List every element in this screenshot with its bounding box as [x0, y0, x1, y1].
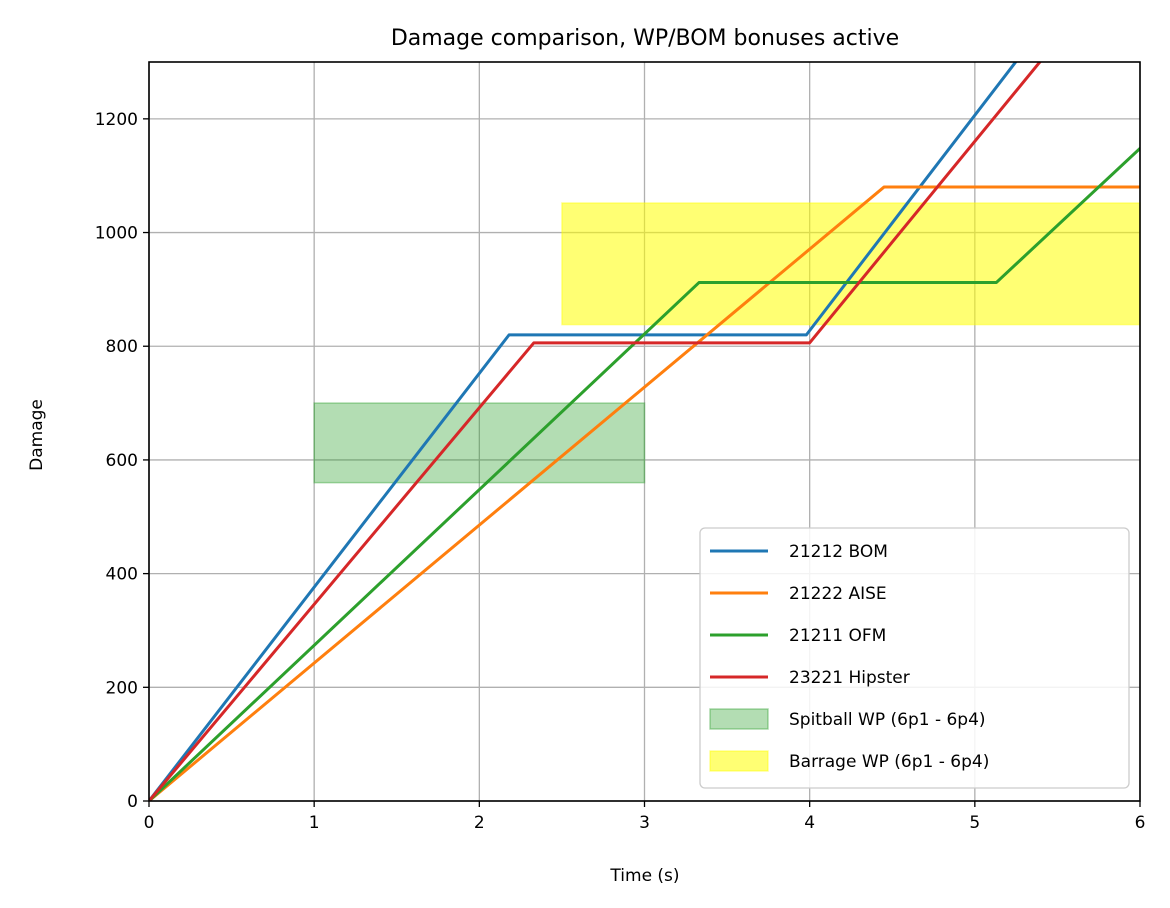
legend-label: 23221 Hipster [789, 668, 910, 688]
legend-box [699, 527, 1130, 789]
legend-label: 21211 OFM [789, 626, 886, 646]
y-tick-label: 1200 [95, 110, 138, 130]
series-lines [149, 62, 1140, 801]
series-line [149, 185, 1140, 801]
x-tick-label: 5 [969, 813, 980, 833]
region-band [313, 402, 646, 484]
x-tick-label: 2 [474, 813, 485, 833]
x-tick-label: 0 [144, 813, 155, 833]
shaded-regions [313, 202, 1141, 484]
legend: 21212 BOM 21222 AISE 21211 OFM 23221 Hipste… [699, 527, 1130, 789]
legend-swatch [709, 708, 769, 730]
y-tick-label: 0 [127, 792, 138, 812]
region-band [561, 202, 1141, 326]
series-line [149, 62, 1042, 801]
x-tick-label: 4 [804, 813, 815, 833]
legend-label: 21212 BOM [789, 542, 888, 562]
chart-title: Damage comparison, WP/BOM bonuses active [391, 26, 899, 51]
x-tick-label: 6 [1135, 813, 1146, 833]
y-tick-label: 800 [106, 337, 138, 357]
y-tick-label: 1000 [95, 224, 138, 244]
x-tick-label: 3 [639, 813, 650, 833]
legend-swatch [709, 750, 769, 772]
y-tick-label: 400 [106, 565, 138, 585]
series-line [149, 62, 1018, 801]
y-tick-label: 600 [106, 451, 138, 471]
x-axis-label: Time (s) [609, 866, 679, 886]
legend-label: Barrage WP (6p1 - 6p4) [789, 752, 989, 772]
y-axis-ticks: 0 200 400 600 800 1000 1200 [95, 110, 149, 812]
legend-label: 21222 AISE [789, 584, 887, 604]
y-axis-label: Damage [27, 399, 47, 471]
y-tick-label: 200 [106, 678, 138, 698]
series-line [149, 146, 1140, 801]
legend-label: Spitball WP (6p1 - 6p4) [789, 710, 986, 730]
x-axis-ticks: 0 1 2 3 4 5 6 [144, 801, 1146, 833]
x-tick-label: 1 [309, 813, 320, 833]
